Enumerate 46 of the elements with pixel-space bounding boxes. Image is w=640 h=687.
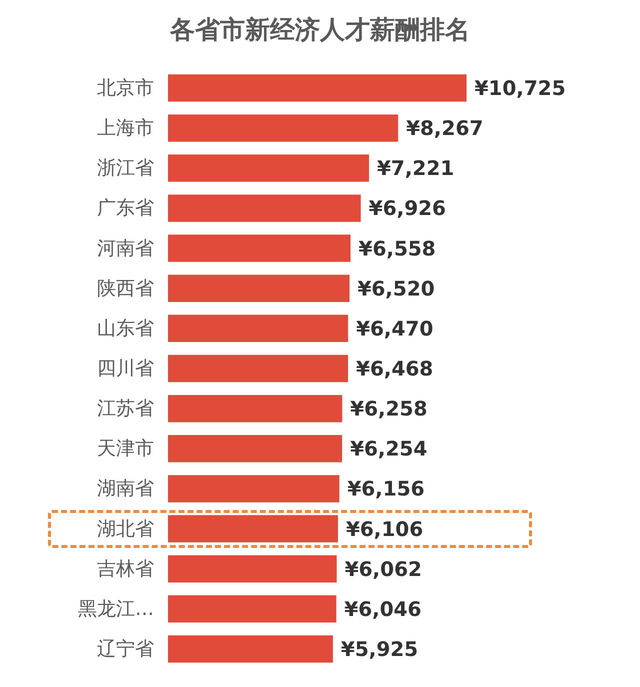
bar (168, 394, 342, 422)
chart-title: 各省市新经济人才薪酬排名 (169, 15, 470, 44)
y-tick-label: 湖南省 (97, 478, 154, 500)
bar (168, 555, 337, 582)
data-label: ¥6,156 (347, 476, 425, 501)
data-label: ¥8,267 (406, 116, 484, 140)
data-label: ¥6,062 (344, 556, 422, 581)
data-label: ¥5,925 (340, 636, 418, 661)
y-tick-label: 广东省 (97, 197, 154, 220)
y-tick-label: 江苏省 (97, 398, 154, 420)
data-label: ¥6,926 (368, 196, 446, 220)
bar (168, 274, 350, 302)
bar (168, 595, 336, 623)
bar (168, 114, 398, 142)
data-label: ¥6,258 (350, 396, 428, 421)
y-tick-label: 浙江省 (97, 157, 154, 180)
data-label: ¥6,558 (358, 236, 436, 260)
data-label: ¥6,046 (344, 596, 422, 621)
data-label: ¥6,468 (356, 356, 434, 380)
y-tick-label: 黑龙江… (78, 598, 154, 620)
data-label: ¥7,221 (376, 156, 454, 180)
data-label: ¥6,470 (356, 316, 434, 340)
bar (168, 234, 351, 262)
y-tick-label: 四川省 (97, 358, 154, 380)
data-label: ¥6,254 (350, 436, 428, 461)
data-label: ¥6,106 (346, 516, 424, 541)
bar (168, 515, 338, 542)
bar (168, 435, 342, 462)
bar (168, 475, 340, 502)
bar (168, 74, 467, 102)
y-tick-label: 河南省 (97, 237, 154, 260)
bar (168, 635, 333, 663)
y-tick-label: 北京市 (97, 77, 154, 100)
y-tick-label: 湖北省 (97, 518, 154, 540)
y-tick-label: 天津市 (97, 438, 154, 460)
bar (168, 354, 348, 382)
bar (168, 154, 369, 182)
y-tick-label: 陕西省 (97, 277, 154, 300)
data-label: ¥10,725 (474, 76, 566, 100)
y-tick-label: 吉林省 (97, 558, 154, 580)
bar (168, 194, 361, 222)
bar (168, 314, 348, 342)
data-label: ¥6,520 (357, 276, 435, 300)
y-tick-label: 上海市 (97, 117, 154, 140)
y-tick-label: 山东省 (97, 317, 154, 340)
y-tick-label: 辽宁省 (97, 638, 154, 660)
